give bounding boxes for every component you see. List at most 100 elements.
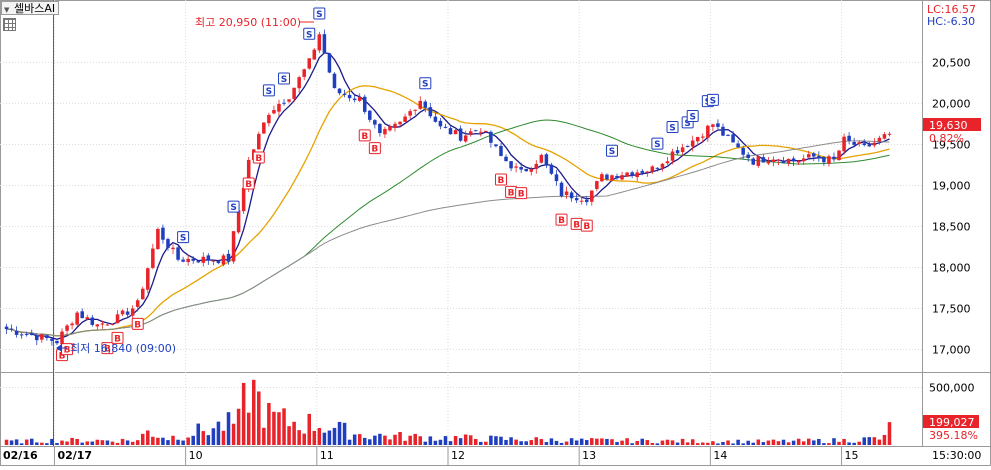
signal-box [111, 331, 124, 344]
price-change-label: 0.82% [929, 132, 964, 145]
candle-body [569, 192, 574, 199]
candle-body [383, 128, 387, 135]
time-tick-label: 14 [713, 449, 727, 462]
volume-bar [791, 440, 796, 445]
volume-bar [221, 430, 226, 445]
signal-box [686, 109, 699, 122]
candle-body [186, 258, 190, 263]
time-tick-label: 02/17 [57, 449, 92, 462]
candle-body [680, 147, 685, 153]
candle-body [110, 324, 115, 326]
volume-bar [45, 443, 49, 445]
candle-body [257, 133, 261, 150]
candle-body [282, 102, 286, 104]
candle-body [534, 163, 539, 169]
volume-bar [433, 440, 438, 445]
candle-body [857, 142, 861, 144]
candle-body [378, 123, 382, 134]
volume-bar [156, 437, 160, 445]
volume-bar [403, 440, 407, 445]
candle-body [564, 191, 569, 196]
candle-body [852, 141, 856, 145]
volume-bar [887, 422, 892, 445]
ma-line-5 [6, 52, 890, 340]
candle-body [549, 164, 554, 174]
volume-bar [579, 438, 584, 445]
candle-body [443, 126, 448, 128]
candle-body [29, 333, 34, 336]
ma-line-120 [6, 140, 890, 337]
candle-body [806, 154, 811, 158]
candle-body [741, 147, 745, 155]
volume-bar [236, 408, 241, 445]
candle-body [736, 143, 740, 148]
signal-letter: S [422, 80, 428, 90]
volume-bar [423, 441, 428, 445]
signal-box [227, 200, 240, 213]
price-tick-label: 19,500 [932, 138, 971, 151]
candle-body [731, 134, 735, 143]
symbol-selector[interactable]: ▼ 셀바스AI [1, 1, 59, 15]
dropdown-arrow-icon: ▼ [4, 6, 10, 14]
signal-letter: B [114, 334, 121, 344]
candle-body [600, 174, 604, 182]
volume-bar [837, 441, 841, 445]
candle-body [307, 58, 312, 69]
volume-bar [812, 440, 816, 445]
signal-letter: B [104, 345, 111, 355]
candle-body [756, 156, 761, 166]
candle-body [40, 334, 44, 340]
candlestick-series [4, 29, 892, 346]
volume-bar [176, 439, 180, 445]
candle-body [4, 326, 9, 330]
volume-bar [741, 443, 745, 445]
candle-body [590, 190, 594, 202]
candle-body [882, 134, 887, 139]
volume-bar [801, 441, 806, 445]
volume-bar [181, 440, 185, 445]
candle-body [171, 247, 175, 250]
candle-body [191, 258, 195, 261]
time-tick-label: 02/16 [3, 449, 38, 462]
volume-bar [408, 435, 412, 445]
candle-body [342, 93, 347, 95]
volume-bar [292, 421, 296, 445]
volume-bar [201, 431, 206, 445]
candle-body [721, 126, 725, 136]
candle-body [241, 187, 246, 212]
candle-body [660, 163, 665, 168]
signal-letter: B [498, 176, 505, 186]
volume-bar [701, 442, 705, 445]
volume-bar [191, 435, 195, 445]
volume-bar [549, 438, 554, 445]
signal-box [706, 93, 719, 106]
volume-bar [226, 412, 231, 445]
time-tick-label: 12 [451, 449, 465, 462]
candle-body [156, 229, 160, 250]
signal-box [252, 151, 265, 164]
grid-toggle-icon[interactable] [3, 18, 16, 31]
volume-bar [499, 436, 503, 445]
candle-body [670, 151, 675, 161]
candle-body [332, 73, 337, 89]
volume-bar [105, 440, 110, 445]
volume-bar [796, 438, 801, 445]
candle-body [746, 154, 750, 159]
candle-body [827, 156, 831, 164]
candle-body [393, 123, 397, 128]
volume-bar [146, 430, 150, 445]
volume-bar [135, 440, 140, 445]
candle-body [19, 334, 24, 336]
signal-box [580, 219, 593, 232]
volume-bar [398, 432, 402, 445]
signal-letter: B [558, 216, 565, 226]
candle-body [438, 120, 443, 127]
candle-body [322, 34, 327, 53]
candle-body [665, 161, 670, 164]
candle-body [181, 259, 185, 262]
volume-bar [726, 440, 730, 445]
candle-body [706, 125, 710, 138]
candle-body [161, 227, 165, 240]
volume-bar [489, 435, 493, 445]
